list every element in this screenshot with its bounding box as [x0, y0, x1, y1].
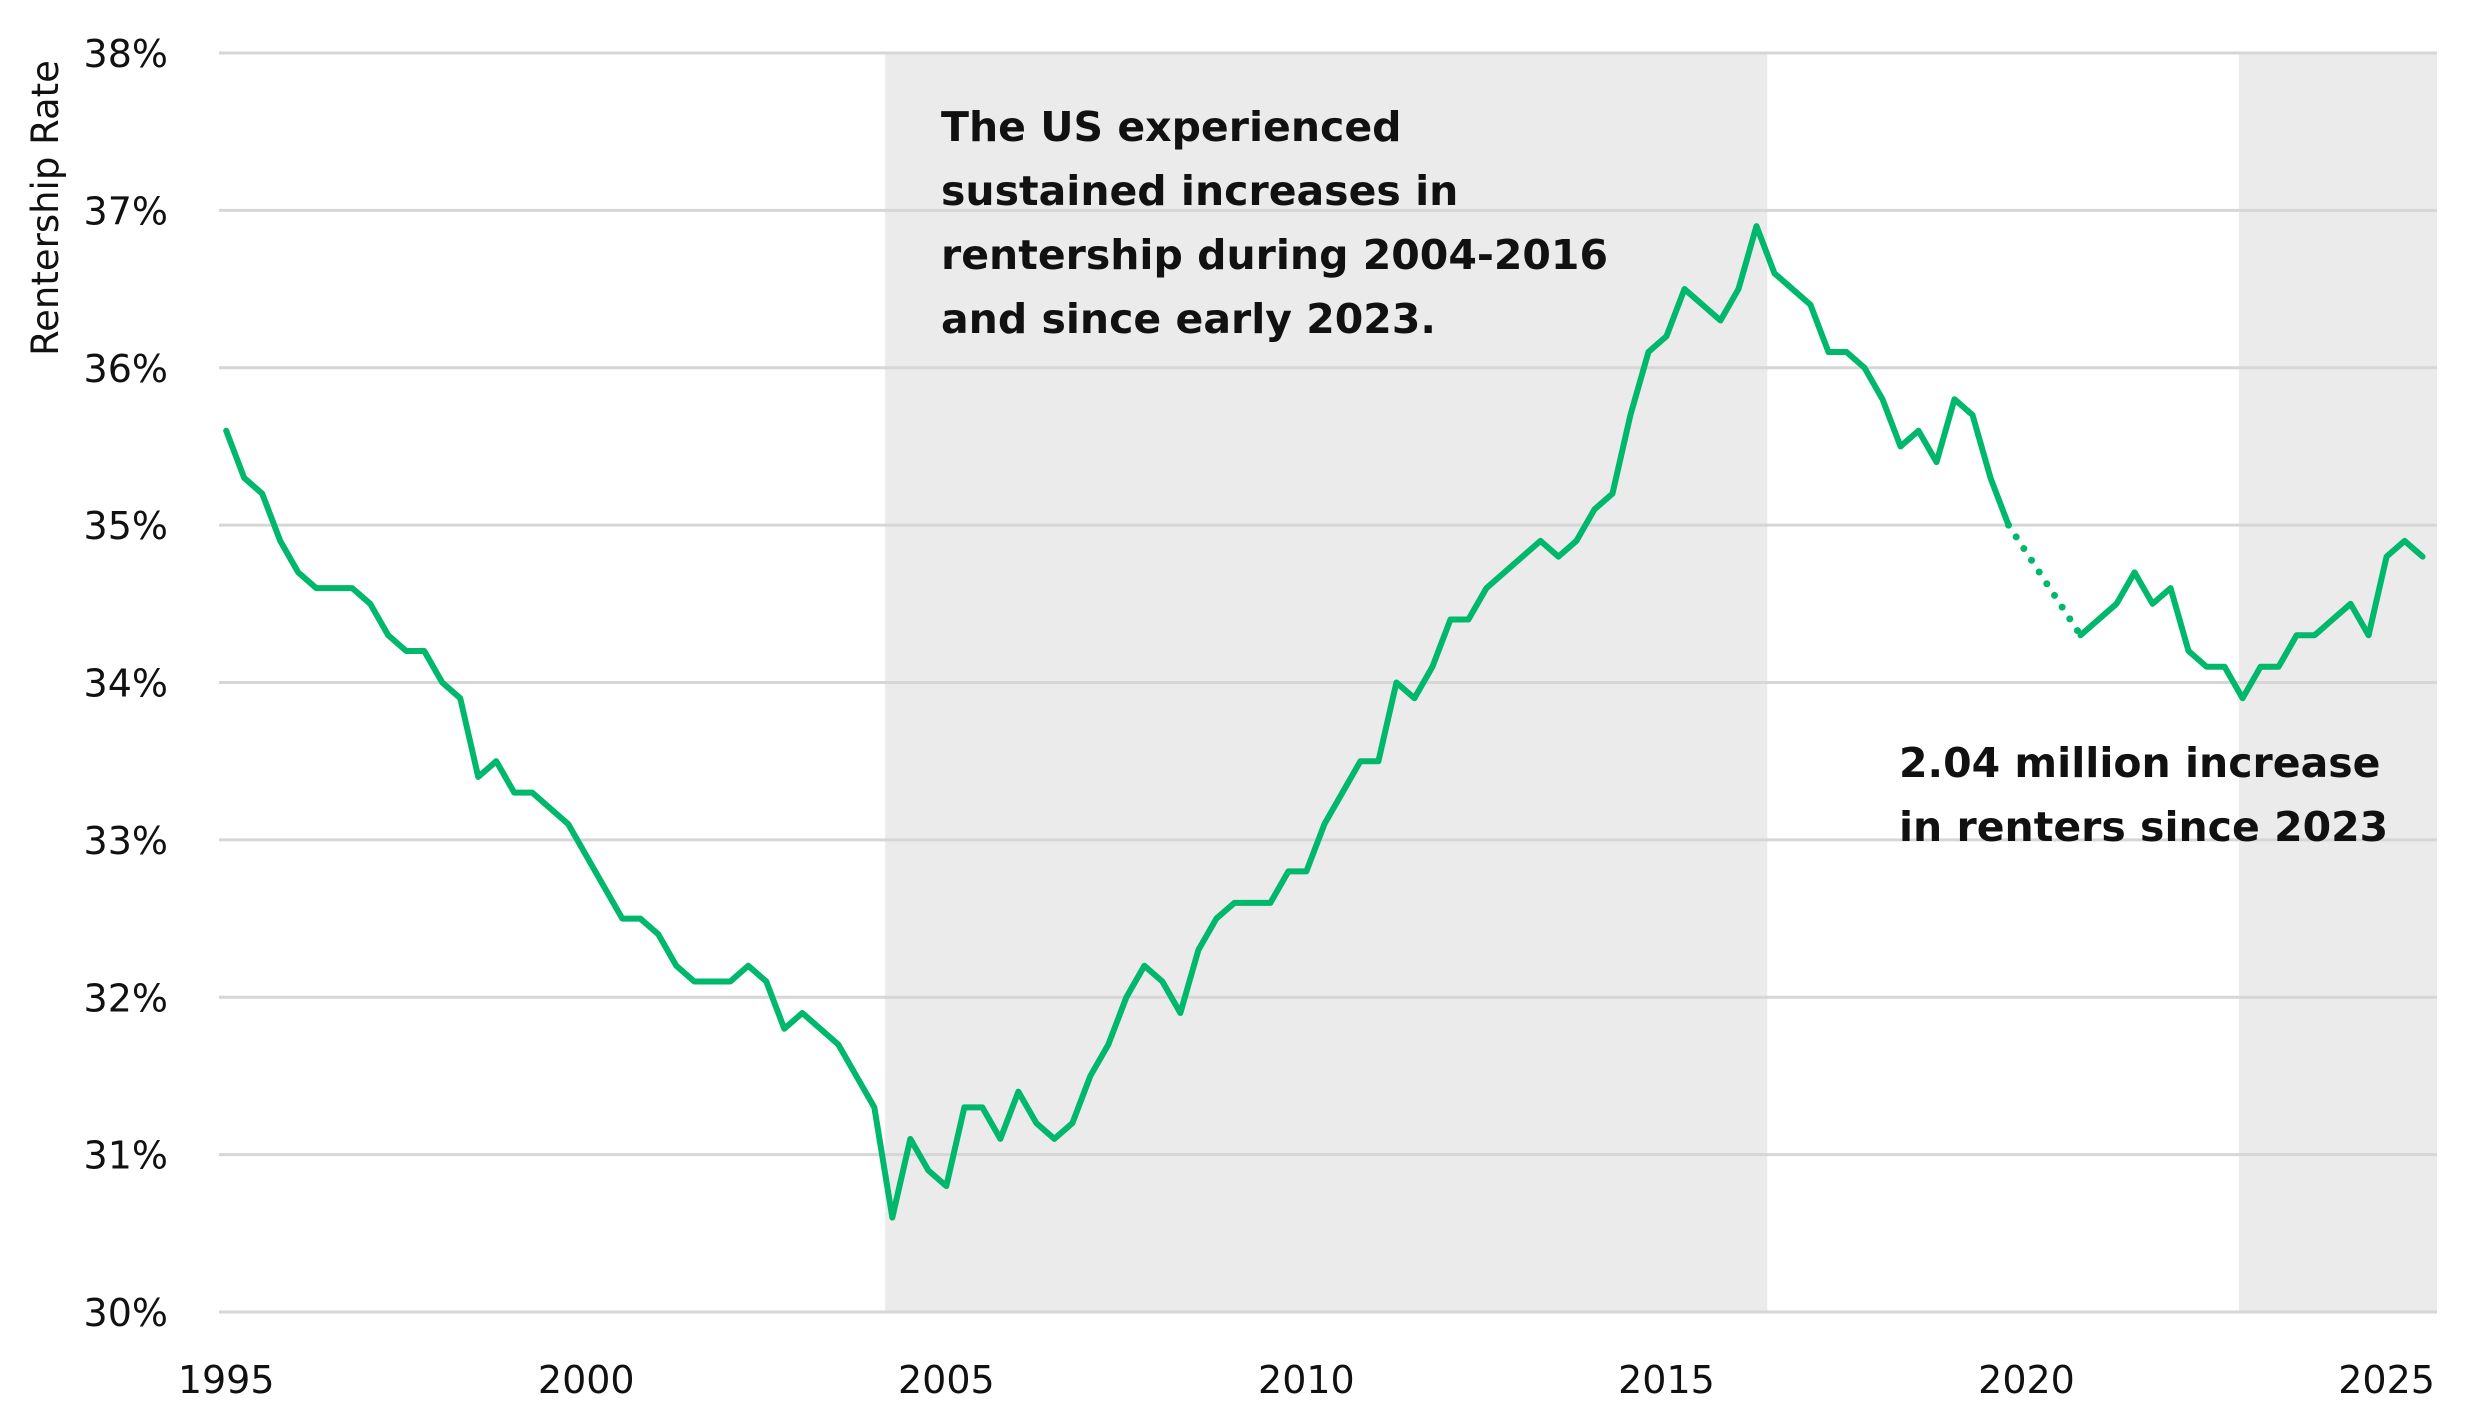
- x-tick-label: 2015: [1618, 1358, 1715, 1402]
- y-tick-label: 37%: [84, 189, 168, 233]
- annotation-line: and since early 2023.: [941, 295, 1436, 343]
- y-tick-label: 34%: [84, 662, 168, 706]
- annotation-line: in renters since 2023: [1899, 803, 2388, 851]
- x-tick-label: 2000: [538, 1358, 635, 1402]
- x-tick-label: 2005: [898, 1358, 995, 1402]
- y-tick-label: 33%: [84, 819, 168, 863]
- y-tick-label: 31%: [84, 1134, 168, 1178]
- series-line: [223, 223, 2012, 1221]
- y-tick-label: 35%: [84, 504, 168, 548]
- x-tick-label: 2025: [2338, 1358, 2435, 1402]
- annotation-line: sustained increases in: [941, 167, 1458, 215]
- annotation-renters-increase: 2.04 million increase in renters since 2…: [1899, 739, 2395, 851]
- annotation-line: rentership during 2004-2016: [941, 231, 1608, 279]
- annotation-line: 2.04 million increase: [1899, 739, 2380, 787]
- annotation-line: The US experienced: [941, 103, 1401, 151]
- y-tick-label: 30%: [84, 1291, 168, 1335]
- x-tick-label: 1995: [178, 1358, 275, 1402]
- series-gap-dotted-line: [2005, 521, 2085, 639]
- y-tick-label: 38%: [84, 32, 168, 76]
- y-tick-label: 32%: [84, 976, 168, 1020]
- annotation-sustained-increases: The US experienced sustained increases i…: [941, 103, 1622, 343]
- x-tick-label: 2010: [1258, 1358, 1355, 1402]
- y-tick-label: 36%: [84, 347, 168, 391]
- x-tick-label: 2020: [1978, 1358, 2075, 1402]
- series-line: [2077, 537, 2426, 702]
- y-axis-label: Rentership Rate: [24, 60, 67, 356]
